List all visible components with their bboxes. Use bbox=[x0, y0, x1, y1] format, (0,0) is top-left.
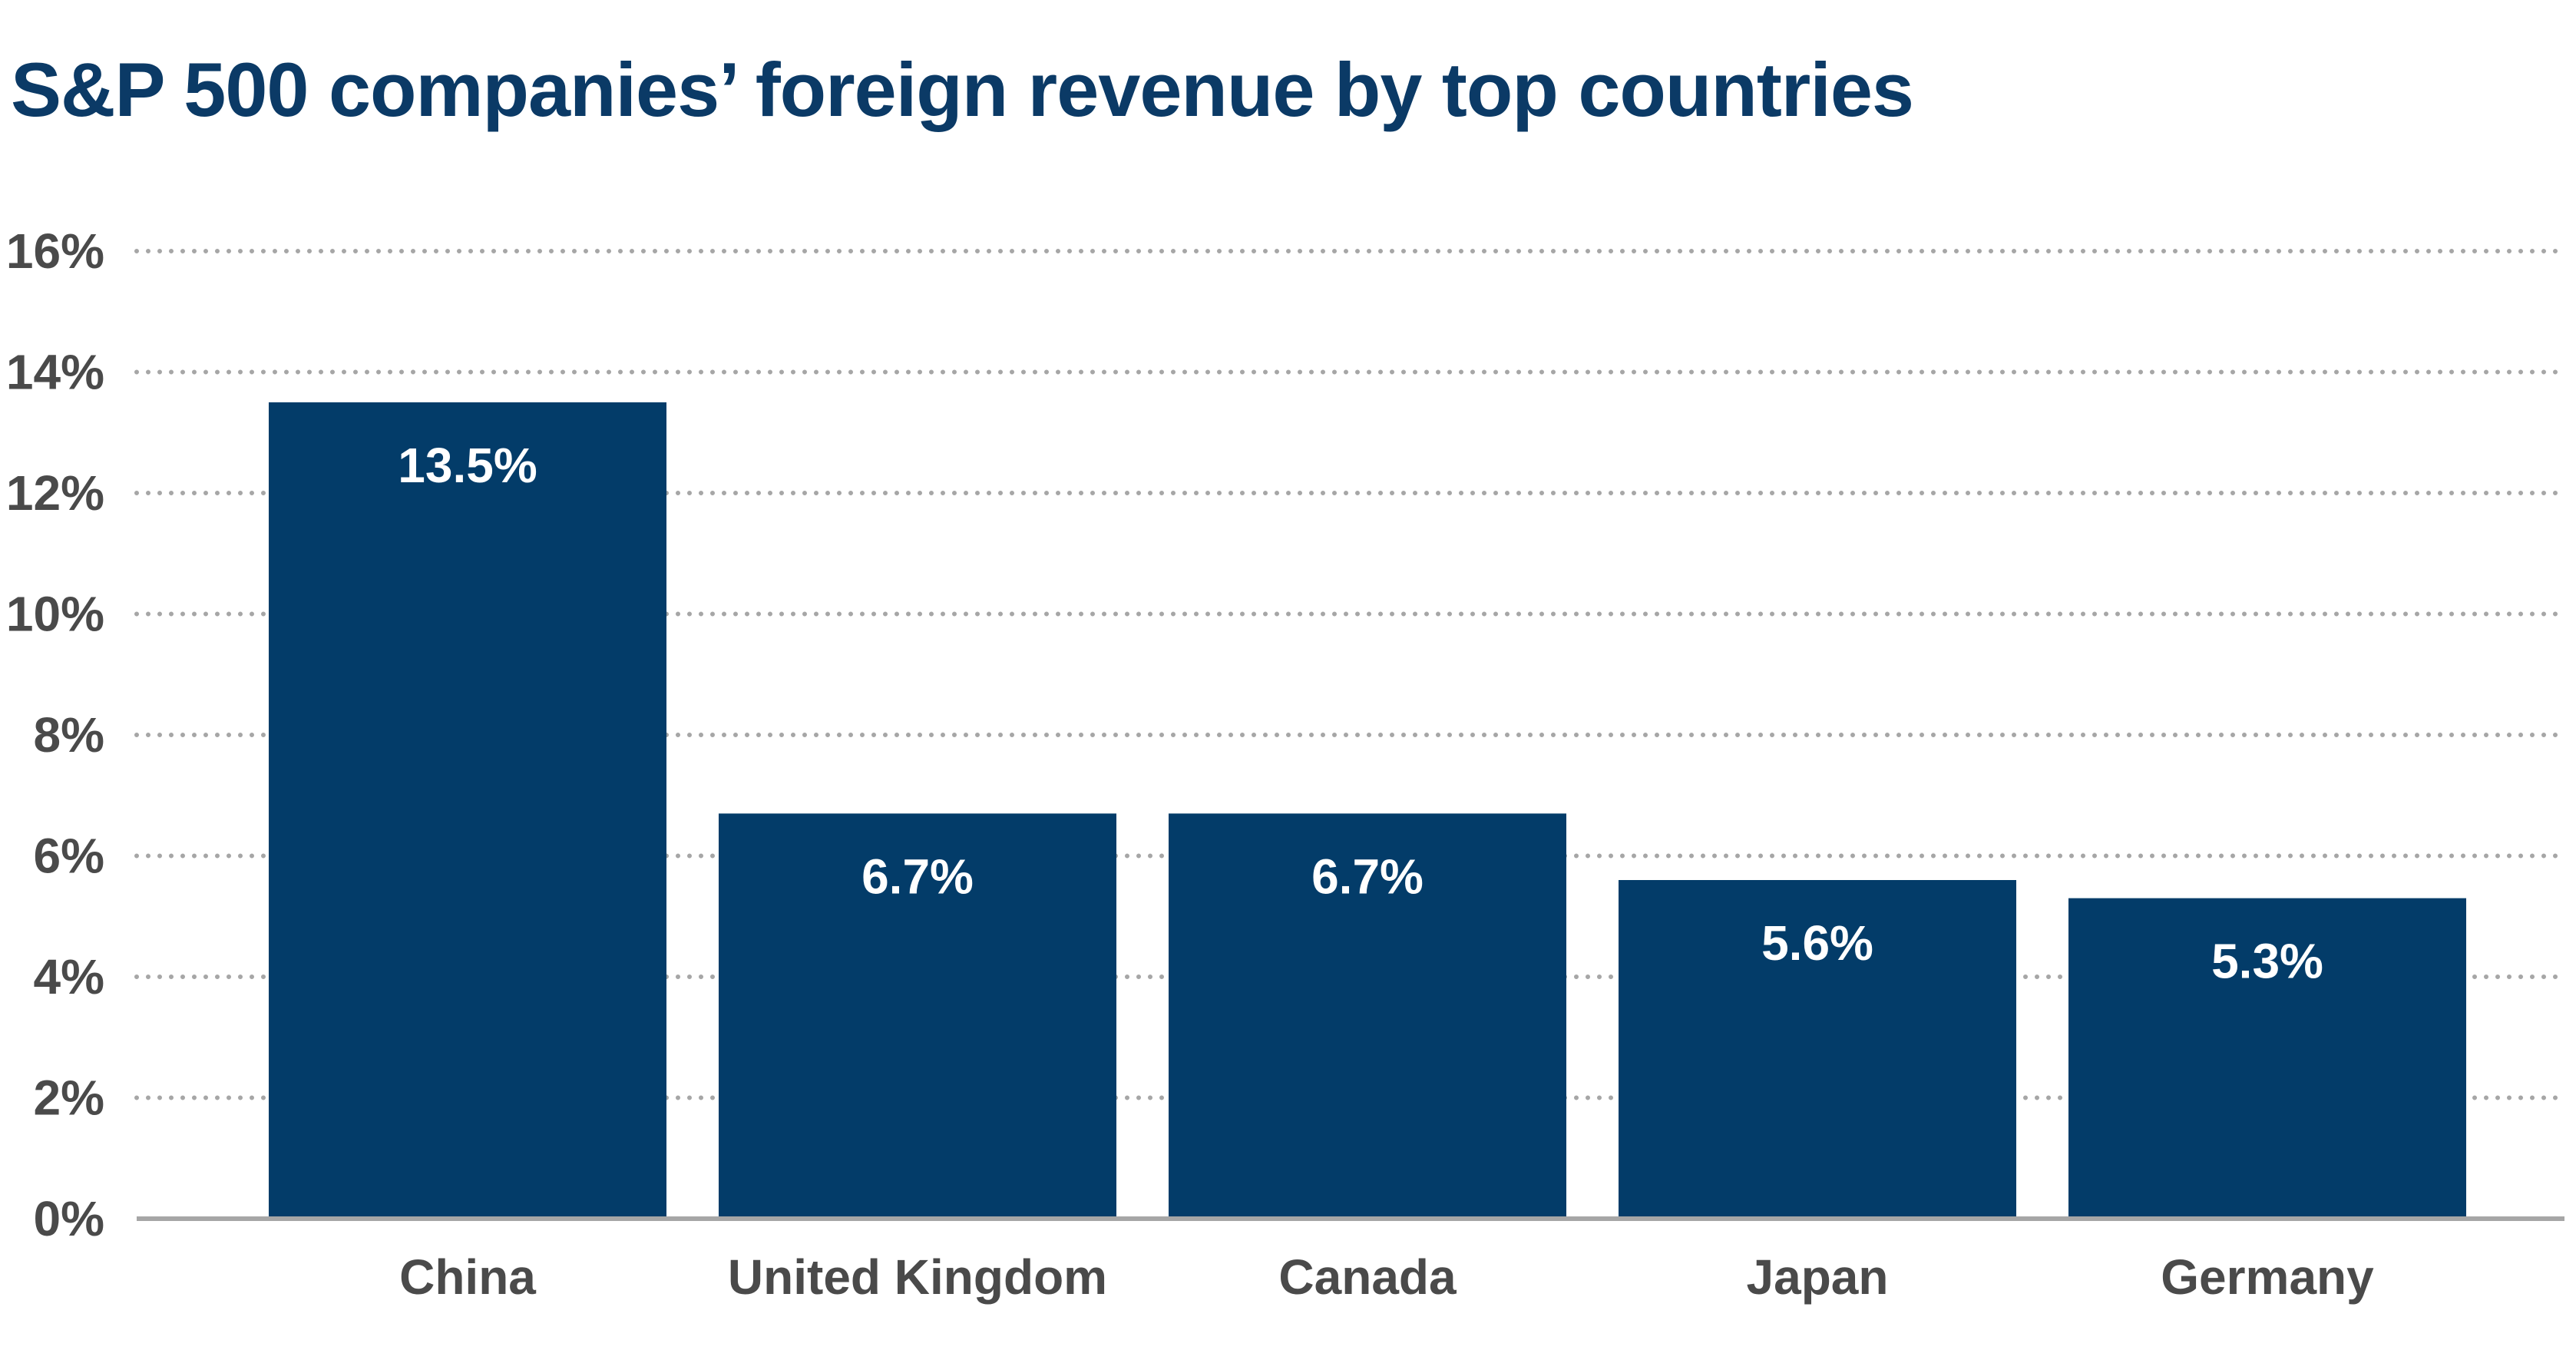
bar bbox=[269, 402, 666, 1219]
y-tick-label: 6% bbox=[34, 829, 105, 884]
data-label: 13.5% bbox=[398, 438, 537, 493]
x-tick-label: Japan bbox=[1747, 1249, 1889, 1305]
bar bbox=[2068, 898, 2466, 1219]
y-tick-label: 0% bbox=[34, 1191, 105, 1246]
y-axis-ticks: 0% 2% 4% 6% 8% 10% 12% 14% 16% bbox=[6, 223, 104, 1246]
chart-title: S&P 500 companies’ foreign revenue by to… bbox=[11, 47, 1914, 132]
y-tick-label: 8% bbox=[34, 707, 105, 763]
data-label: 5.6% bbox=[1761, 915, 1873, 971]
data-label: 6.7% bbox=[1311, 849, 1424, 904]
category-labels: China United Kingdom Canada Japan Germany bbox=[399, 1249, 2374, 1305]
y-tick-label: 10% bbox=[6, 587, 104, 642]
bar bbox=[1619, 880, 2016, 1219]
bar bbox=[1169, 813, 1566, 1219]
y-tick-label: 4% bbox=[34, 949, 105, 1004]
x-tick-label: Germany bbox=[2161, 1249, 2374, 1305]
x-tick-label: United Kingdom bbox=[728, 1249, 1107, 1305]
data-labels: 13.5% 6.7% 6.7% 5.6% 5.3% bbox=[398, 438, 2323, 989]
y-tick-label: 16% bbox=[6, 223, 104, 279]
data-label: 5.3% bbox=[2211, 934, 2323, 989]
y-tick-label: 2% bbox=[34, 1070, 105, 1126]
data-label: 6.7% bbox=[861, 849, 974, 904]
x-tick-label: Canada bbox=[1278, 1249, 1457, 1305]
bars bbox=[269, 402, 2466, 1219]
y-tick-label: 14% bbox=[6, 345, 104, 400]
y-tick-label: 12% bbox=[6, 465, 104, 521]
bar bbox=[719, 813, 1116, 1219]
x-tick-label: China bbox=[399, 1249, 536, 1305]
